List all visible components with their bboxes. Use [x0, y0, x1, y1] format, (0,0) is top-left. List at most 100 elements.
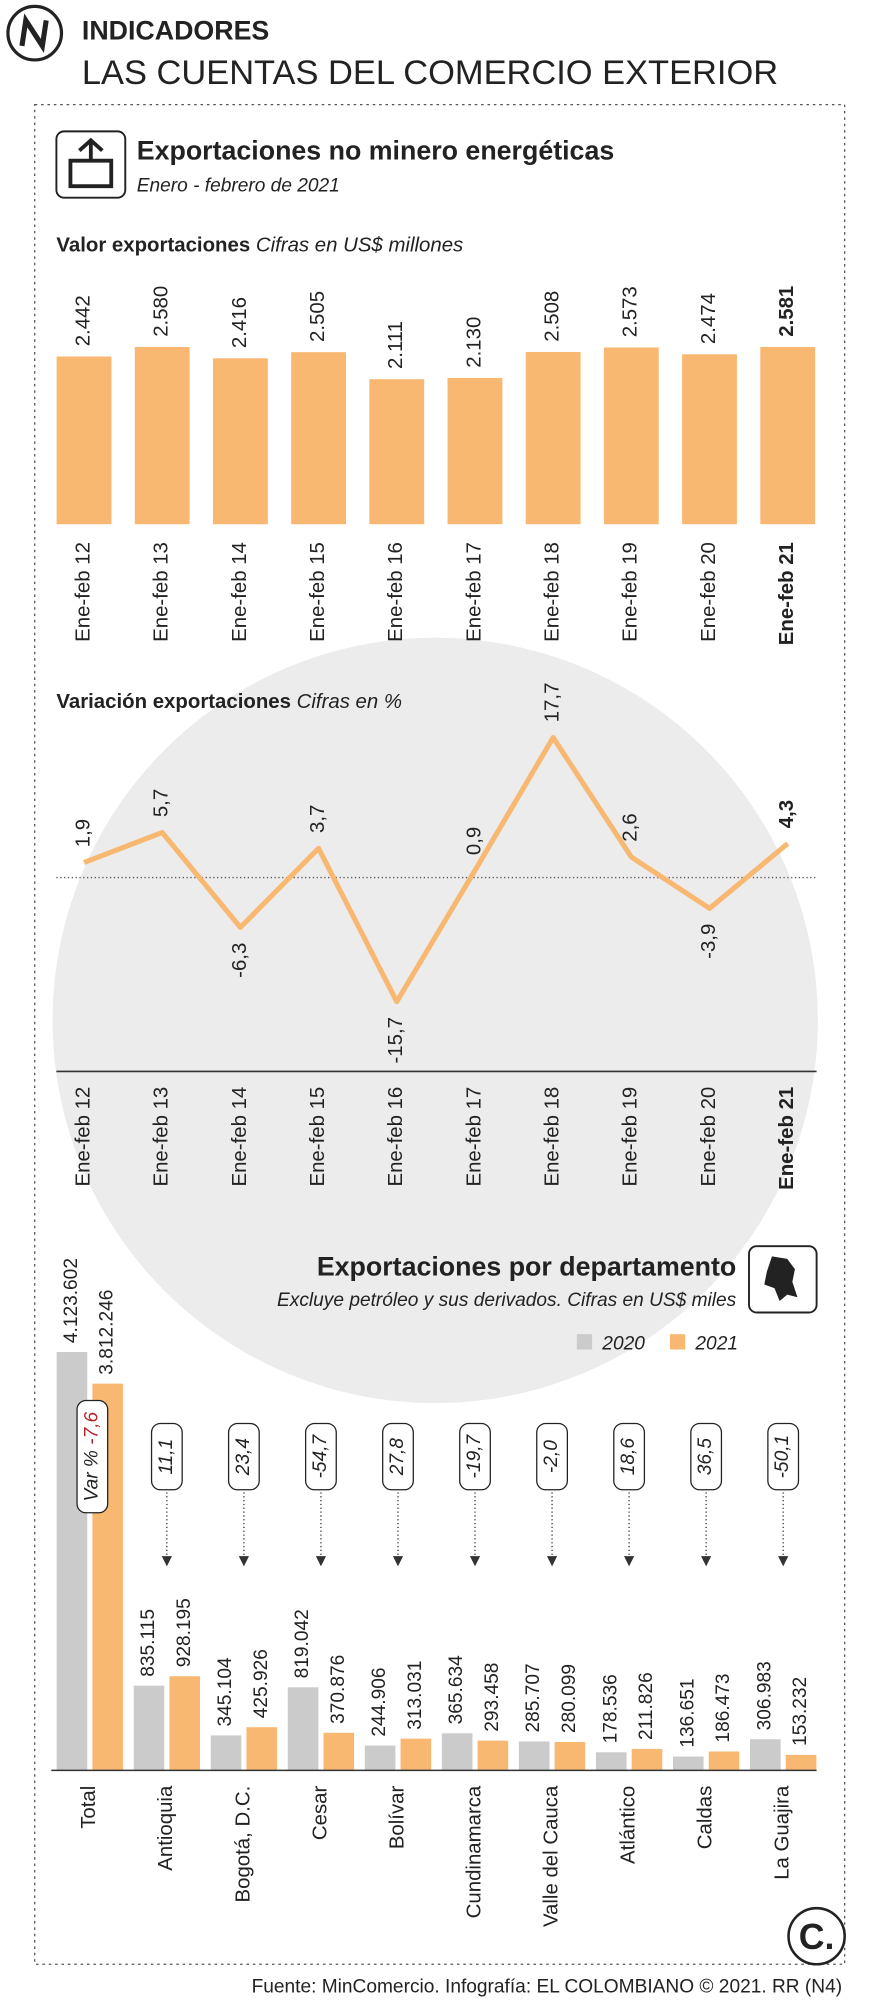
chart-subtitle: Cifras en %	[297, 691, 402, 713]
value-label: 0,9	[463, 827, 485, 855]
value-label: 1,9	[72, 819, 94, 847]
value-label: 17,7	[542, 683, 564, 723]
chart-heading: Valor exportaciones Cifras en US$ millon…	[56, 234, 463, 256]
x-tick-label: Ene-feb 14	[229, 1087, 251, 1187]
brand-logo	[787, 1906, 846, 1966]
bar	[554, 1741, 586, 1771]
value-label: -15,7	[385, 1017, 407, 1063]
bar	[760, 346, 816, 525]
chart-heading: Variación exportaciones Cifras en %	[56, 691, 402, 713]
value-label: 365.634	[446, 1655, 467, 1724]
icon-box	[55, 130, 127, 199]
bar	[400, 1738, 432, 1771]
x-tick-label: Cesar	[309, 1786, 331, 1841]
x-tick-label: Ene-feb 18	[542, 1087, 564, 1187]
value-label: 2.130	[463, 317, 485, 368]
chart-title: Exportaciones por departamento	[317, 1252, 736, 1282]
bar	[603, 347, 659, 525]
var-arrowhead	[624, 1556, 635, 1567]
value-label: -3,9	[698, 924, 720, 959]
value-label: 2.573	[620, 286, 642, 337]
var-box	[304, 1422, 337, 1491]
value-label: 178.536	[600, 1674, 621, 1743]
value-label: 293.458	[482, 1663, 503, 1732]
x-tick-label: Valle del Cauca	[540, 1785, 562, 1927]
var-arrowhead	[546, 1556, 558, 1567]
var-box	[536, 1422, 569, 1491]
bar	[631, 1748, 663, 1771]
brand-mark: C.	[799, 1917, 835, 1957]
var-label: 23,4	[233, 1438, 254, 1476]
value-label: 2.505	[307, 291, 329, 342]
var-title: Var %	[81, 1450, 102, 1501]
x-tick-label: Ene-feb 13	[151, 1087, 173, 1187]
bar	[212, 358, 268, 525]
x-tick-label: Ene-feb 15	[307, 542, 329, 642]
legend-swatch	[576, 1334, 593, 1350]
value-label: 928.195	[174, 1598, 195, 1667]
bar	[56, 356, 112, 525]
legend-label: 2021	[694, 1333, 738, 1354]
bar	[750, 1739, 781, 1771]
x-tick-label: Ene-feb 13	[151, 542, 173, 642]
map-icon	[764, 1256, 798, 1302]
var-text: Var % -7,6	[81, 1411, 102, 1501]
value-label: 2,6	[620, 813, 642, 841]
var-label: -19,7	[464, 1433, 485, 1478]
value-label: 345.104	[215, 1657, 236, 1726]
bar	[291, 352, 347, 525]
var-box	[382, 1422, 414, 1491]
var-arrowhead	[701, 1556, 712, 1567]
value-label: 153.232	[790, 1677, 811, 1746]
var-box	[767, 1422, 800, 1491]
var-arrowhead	[392, 1556, 404, 1567]
x-tick-label: Antioquia	[155, 1785, 177, 1871]
bar	[477, 1740, 509, 1771]
x-tick-label: La Guajira	[772, 1785, 794, 1880]
x-tick-label: Ene-feb 19	[620, 1087, 642, 1187]
bar	[447, 377, 503, 525]
x-tick-label: Total	[78, 1786, 100, 1829]
value-label: 2.580	[151, 286, 173, 337]
value-label: 4,3	[776, 800, 798, 828]
value-label: 835.115	[138, 1609, 159, 1677]
x-tick-label: Ene-feb 21	[776, 542, 798, 645]
legend-label: 2020	[601, 1333, 645, 1354]
bar	[369, 379, 425, 525]
value-label: 2.416	[229, 297, 251, 348]
x-tick-label: Ene-feb 20	[698, 1087, 720, 1187]
bar	[682, 354, 737, 525]
chart-title: Valor exportaciones	[56, 234, 250, 256]
bar	[133, 1685, 165, 1771]
bar	[287, 1687, 319, 1771]
value-label: 2.111	[385, 321, 407, 369]
x-tick-label: Cundinamarca	[463, 1785, 485, 1918]
value-label: 2.508	[542, 291, 564, 342]
bar	[323, 1732, 355, 1771]
x-tick-label: Bogotá, D.C.	[232, 1786, 254, 1903]
legend-swatch	[669, 1334, 686, 1350]
value-label: 5,7	[151, 789, 173, 817]
bar	[595, 1752, 627, 1771]
var-arrowhead	[469, 1556, 481, 1567]
value-label: 136.651	[677, 1678, 698, 1747]
bar	[785, 1754, 817, 1771]
var-box	[76, 1399, 109, 1514]
value-label: 2.581	[776, 286, 798, 337]
section: INDICADORES	[82, 16, 269, 46]
bar	[518, 1741, 550, 1771]
value-label: 306.983	[754, 1661, 775, 1730]
x-tick-label: Ene-feb 21	[776, 1087, 798, 1190]
x-tick-label: Ene-feb 12	[72, 542, 94, 642]
var-label: 36,5	[695, 1438, 716, 1476]
period: Enero - febrero de 2021	[137, 175, 340, 196]
value-label: 370.876	[328, 1655, 349, 1724]
var-box	[613, 1422, 646, 1491]
bar	[441, 1733, 473, 1771]
chart-title: Variación exportaciones	[56, 691, 291, 713]
x-tick-label: Ene-feb 17	[463, 542, 485, 642]
var-arrowhead	[161, 1556, 172, 1567]
x-tick-label: Bolívar	[386, 1786, 408, 1850]
var-box	[150, 1422, 183, 1491]
